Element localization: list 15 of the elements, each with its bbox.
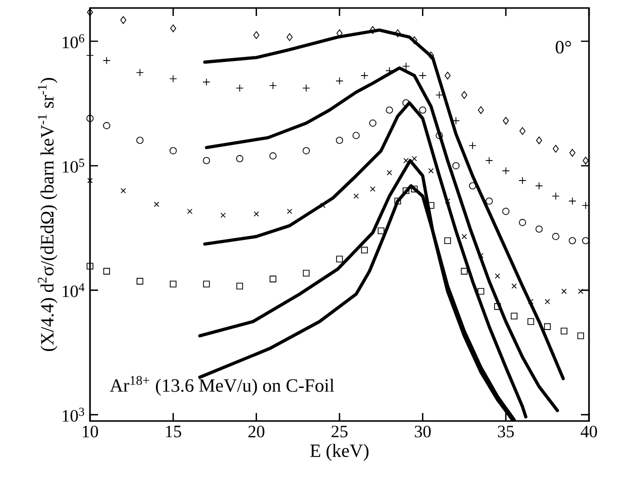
y-tick-label: 10$^{5}$	[62, 158, 84, 173]
x-tick-label: 30	[414, 426, 431, 438]
annotation: 0°	[556, 40, 571, 54]
annotation: Ar$^{18+}$ (13.6 MeV/u) on C-Foil	[110, 376, 334, 396]
y-axis-title: (X/4.4) d$^{2}$σ/(dEdΩ) (barn keV$^{-1}$ sr$^{-1}$)	[38, 78, 58, 351]
x-axis-title: E (keV)	[310, 444, 368, 461]
y-tick-label: 10$^{6}$	[62, 34, 84, 48]
x-tick-label: 20	[248, 426, 264, 438]
x-tick-label: 10	[82, 426, 98, 438]
y-tick-label: 10$^{4}$	[62, 283, 84, 298]
x-tick-label: 25	[332, 426, 348, 438]
y-tick-label: 10$^{3}$	[62, 408, 84, 422]
x-tick-label: 35	[498, 426, 514, 438]
x-tick-label: 15	[166, 426, 182, 438]
x-tick-label: 40	[580, 426, 598, 438]
